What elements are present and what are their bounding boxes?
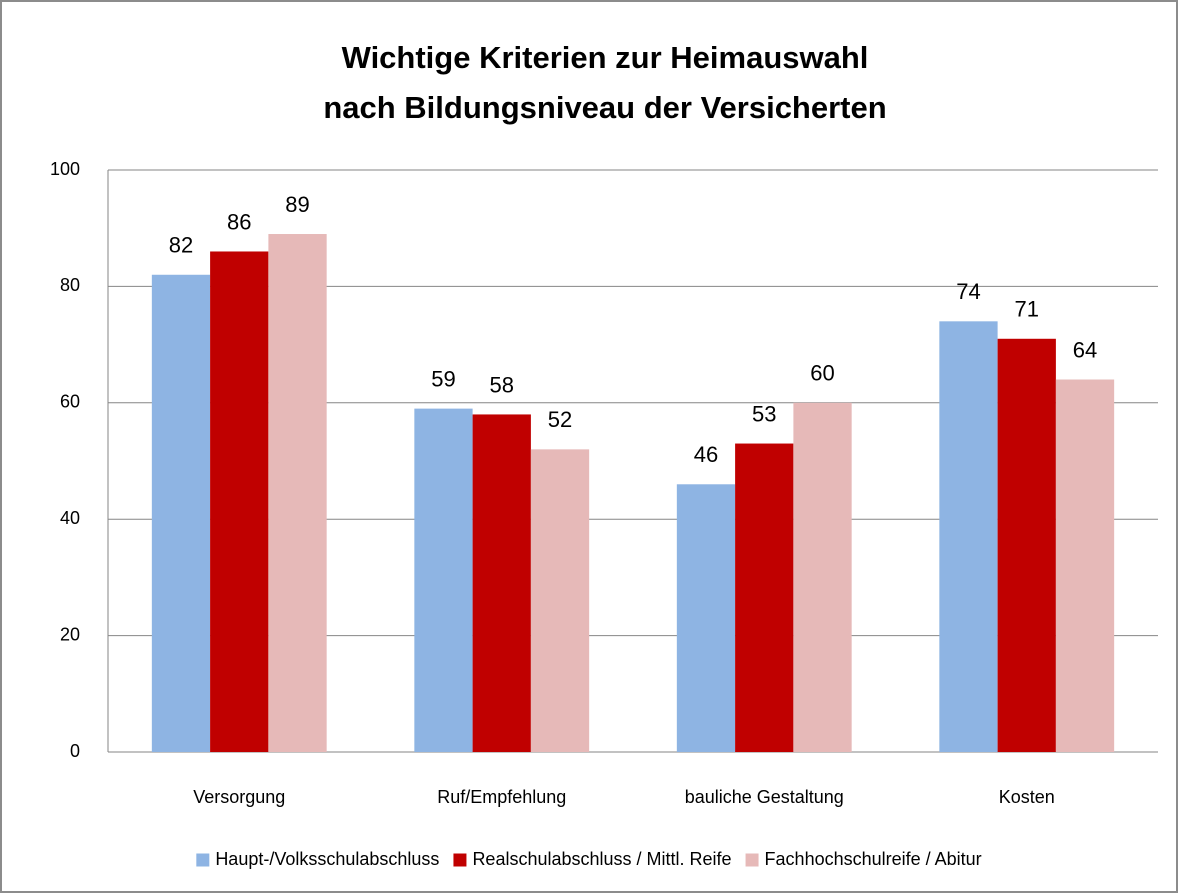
data-label: 89 [285, 192, 309, 217]
data-label: 82 [169, 233, 193, 258]
bar [997, 338, 1056, 752]
x-tick-label: Kosten [999, 787, 1055, 807]
chart-title: nach Bildungsniveau der Versicherten [323, 90, 886, 125]
bar [151, 274, 211, 752]
chart-title: Wichtige Kriterien zur Heimauswahl [342, 40, 869, 75]
x-tick-label: Versorgung [193, 787, 285, 807]
data-label: 71 [1015, 297, 1039, 322]
bar [530, 449, 590, 752]
bar [1055, 379, 1115, 752]
data-label: 64 [1073, 337, 1097, 362]
data-label: 74 [956, 279, 980, 304]
y-tick-label: 60 [60, 392, 80, 412]
bar [793, 402, 852, 752]
legend-label: Haupt-/Volksschulabschluss [215, 849, 439, 869]
legend-swatch [453, 853, 467, 867]
legend-label: Realschulabschluss / Mittl. Reife [472, 849, 731, 869]
x-tick-label: Ruf/Empfehlung [437, 787, 566, 807]
bar [268, 234, 327, 752]
bar [472, 414, 531, 752]
bar [939, 321, 998, 752]
y-tick-label: 40 [60, 508, 80, 528]
bar [676, 484, 736, 752]
bar [210, 251, 269, 753]
bar [735, 443, 794, 752]
bar [414, 408, 473, 752]
data-label: 52 [548, 407, 572, 432]
y-tick-label: 100 [50, 159, 80, 179]
legend-swatch [196, 853, 210, 867]
legend-label: Fachhochschulreife / Abitur [765, 849, 982, 869]
data-label: 60 [810, 361, 834, 386]
y-tick-label: 80 [60, 275, 80, 295]
data-label: 46 [694, 442, 718, 467]
data-label: 53 [752, 401, 776, 426]
x-tick-label: bauliche Gestaltung [685, 787, 844, 807]
data-label: 86 [227, 209, 251, 234]
data-label: 59 [431, 366, 455, 391]
legend-swatch [745, 853, 759, 867]
data-label: 58 [490, 372, 514, 397]
y-tick-label: 0 [70, 741, 80, 761]
y-tick-label: 20 [60, 624, 80, 644]
